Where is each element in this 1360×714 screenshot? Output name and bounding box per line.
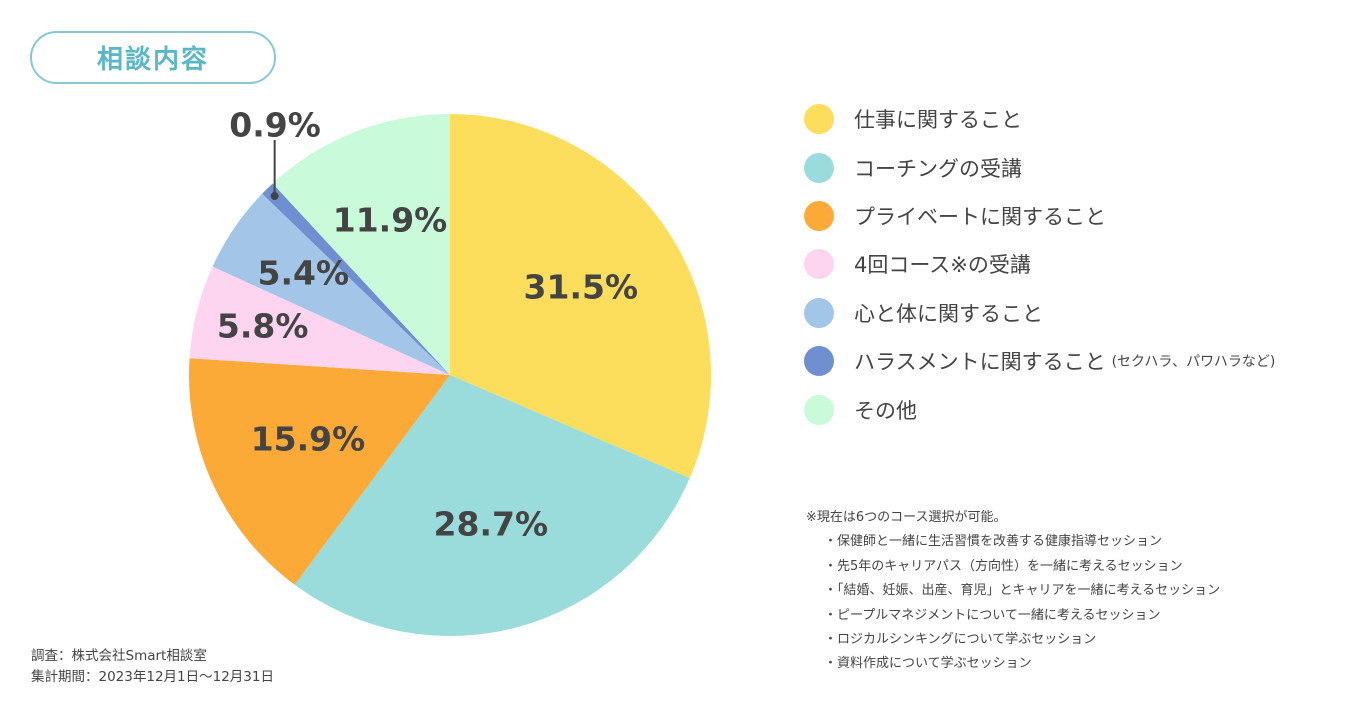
pie-slice-work — [450, 114, 712, 479]
footnote-item: ・「結婚、妊娠、出産、育児」とキャリアを一緒に考えるセッション — [824, 583, 1221, 599]
pie-slice-coaching — [294, 375, 690, 636]
legend-note: (セクハラ、パワハラなど) — [1111, 354, 1276, 371]
legend-swatch — [804, 200, 834, 231]
survey-period: 集計期間：2023年12月1日〜12月31日 — [31, 669, 274, 685]
chart-title: 相談内容 — [96, 45, 209, 75]
legend-label: コーチングの受講 — [854, 156, 1022, 181]
legend-swatch — [804, 394, 834, 425]
slice-label-work: 31.5% — [524, 267, 639, 306]
legend-label: 4回コース※の受講 — [854, 253, 1031, 278]
legend-swatch — [804, 297, 834, 328]
legend-item-harassment: ハラスメントに関すること (セクハラ、パワハラなど) — [804, 337, 1275, 385]
legend-item-health: 心と体に関すること — [804, 289, 1275, 337]
legend-label: 心と体に関すること — [854, 301, 1043, 326]
chart-title-badge: 相談内容 — [30, 31, 276, 84]
legend-label: プライベートに関すること — [854, 204, 1106, 229]
legend-swatch — [804, 249, 834, 280]
footnote-heading: ※現在は6つのコース選択が可能。 — [806, 510, 1007, 525]
pie-slice-private — [188, 358, 450, 585]
slice-label-health: 5.4% — [258, 254, 350, 293]
legend-item-private: プライベートに関すること — [804, 192, 1275, 240]
legend-label: 仕事に関すること — [854, 108, 1022, 133]
legend-swatch — [804, 346, 834, 377]
pie-slice-other — [272, 114, 450, 375]
footnote-item: ・先5年のキャリアパス（方向性）を一緒に考えるセッション — [824, 558, 1183, 574]
slice-label-harassment: 0.9% — [229, 106, 321, 145]
footnote-item: ・ロジカルシンキングについて学ぶセッション — [824, 632, 1097, 648]
legend-swatch — [804, 152, 834, 183]
footnote-item: ・保健師と一緒に生活習慣を改善する健康指導セッション — [824, 534, 1163, 550]
slice-label-private: 15.9% — [251, 419, 366, 458]
slice-label-other: 11.9% — [333, 200, 448, 239]
pie-slice-health — [212, 193, 450, 375]
legend-item-coaching: コーチングの受講 — [804, 143, 1275, 191]
pie-slice-4-course — [189, 266, 450, 375]
legend-label: ハラスメントに関すること — [854, 350, 1106, 375]
pie-slice-harassment — [262, 183, 450, 375]
chart-legend: 仕事に関すること コーチングの受講 プライベートに関すること 4回コース※の受講… — [804, 95, 1275, 434]
footnote-item: ・資料作成について学ぶセッション — [824, 656, 1032, 672]
legend-item-work: 仕事に関すること — [804, 95, 1275, 143]
footnote-item: ・ピープルマネジメントについて一緒に考えるセッション — [824, 607, 1161, 623]
legend-swatch — [804, 104, 834, 135]
course-footnote: ※現在は6つのコース選択が可能。 ・保健師と一緒に生活習慣を改善する健康指導セッ… — [806, 506, 1220, 677]
slice-label-4-course: 5.8% — [217, 306, 309, 345]
legend-item-4-course: 4回コース※の受講 — [804, 240, 1275, 288]
source-note: 調査：株式会社Smart相談室 集計期間：2023年12月1日〜12月31日 — [31, 646, 274, 688]
slice-label-coaching: 28.7% — [434, 505, 549, 544]
legend-item-other: その他 — [804, 385, 1275, 433]
survey-source: 調査：株式会社Smart相談室 — [31, 648, 207, 664]
legend-label: その他 — [854, 398, 917, 423]
